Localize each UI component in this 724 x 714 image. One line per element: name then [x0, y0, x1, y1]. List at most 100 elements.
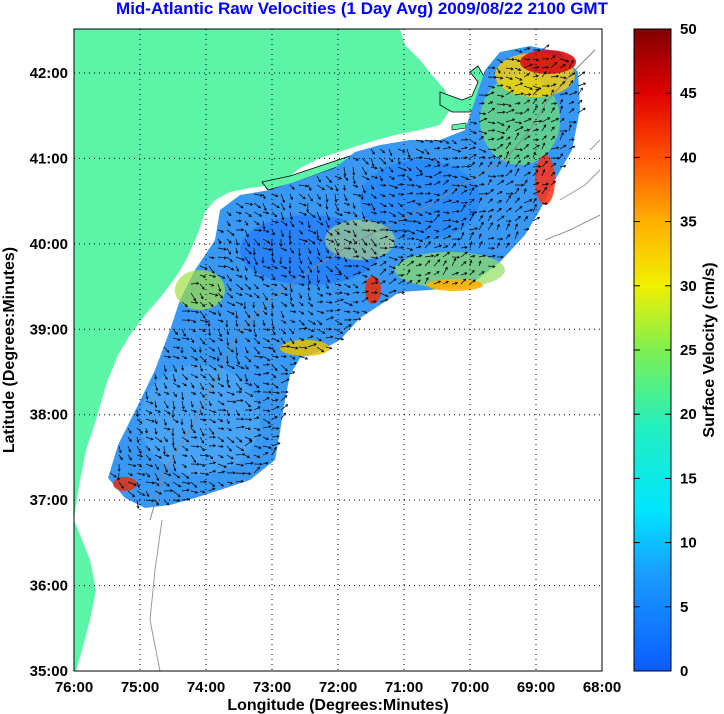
velocity-vector [442, 157, 449, 160]
velocity-vector-head [507, 223, 510, 227]
velocity-vector-head [365, 259, 369, 263]
velocity-vector-head [231, 232, 235, 236]
velocity-vector-head [508, 194, 512, 199]
speed-patch [480, 75, 560, 165]
land-mass [74, 29, 450, 510]
velocity-vector-head [225, 324, 229, 328]
velocity-vector-head [231, 366, 236, 369]
velocity-vector [316, 319, 322, 325]
velocity-vector [541, 124, 546, 132]
velocity-vector-head [218, 240, 222, 244]
velocity-vector-head [250, 461, 254, 465]
velocity-vector [370, 238, 377, 247]
velocity-vector-head [464, 185, 468, 188]
velocity-vector-head [284, 293, 288, 296]
colorbar-tick-label: 10 [680, 535, 697, 552]
velocity-vector [451, 272, 459, 276]
velocity-vector-head [407, 154, 411, 159]
velocity-vector-head [259, 213, 263, 217]
velocity-vector [145, 463, 153, 467]
velocity-vector [397, 157, 401, 165]
velocity-vector-head [246, 455, 251, 458]
velocity-vector-head [256, 295, 260, 299]
velocity-vector [244, 292, 253, 297]
velocity-vector-head [479, 197, 483, 201]
velocity-vector [262, 193, 266, 199]
velocity-vector-head [156, 466, 159, 471]
velocity-vector-head [535, 74, 539, 78]
velocity-vector-head [382, 220, 387, 224]
velocity-vector [235, 310, 238, 319]
velocity-vector-head [394, 221, 398, 225]
velocity-vector-head [354, 222, 357, 226]
velocity-vector-head [144, 430, 148, 434]
velocity-vector-head [187, 309, 191, 313]
velocity-vector-head [363, 280, 368, 284]
velocity-vector-head [258, 400, 262, 404]
velocity-vector-head [248, 286, 252, 290]
velocity-vector-head [221, 384, 225, 388]
velocity-vector [406, 269, 411, 276]
velocity-vector-head [499, 60, 504, 64]
velocity-vector-head [526, 73, 530, 77]
velocity-vector-head [457, 237, 461, 241]
velocity-vector [352, 202, 356, 209]
velocity-vector-head [260, 355, 264, 359]
velocity-vector [469, 241, 472, 249]
velocity-vector-head [563, 76, 567, 80]
velocity-vector-head [205, 454, 210, 458]
velocity-vector [514, 231, 519, 240]
velocity-vector [145, 409, 152, 414]
velocity-vector [541, 202, 548, 205]
velocity-vector-head [164, 385, 168, 390]
velocity-vector-head [213, 410, 217, 414]
velocity-vector-head [154, 405, 158, 409]
velocity-vector [460, 261, 467, 267]
velocity-vector-head [516, 154, 520, 158]
velocity-vector [145, 436, 154, 440]
velocity-vector [433, 229, 439, 233]
velocity-vector-head [173, 468, 177, 472]
velocity-vector-head [377, 220, 381, 224]
velocity-vector [217, 301, 223, 307]
velocity-vector [352, 157, 359, 161]
velocity-vector [280, 292, 288, 296]
velocity-vector [334, 229, 340, 235]
velocity-vector-head [176, 356, 180, 360]
velocity-vector [244, 427, 251, 430]
velocity-vector [568, 124, 572, 132]
velocity-vector-head [348, 318, 352, 322]
velocity-vector [424, 183, 432, 186]
velocity-vector-head [211, 348, 216, 352]
velocity-vector-head [244, 277, 248, 281]
velocity-vector-head [526, 128, 531, 132]
velocity-vector-head [202, 304, 206, 307]
velocity-vector-head [355, 285, 359, 289]
velocity-vector-head [508, 86, 512, 89]
velocity-vector [523, 199, 533, 204]
velocity-vector [397, 148, 406, 153]
velocity-vector-head [274, 416, 278, 420]
velocity-vector-head [200, 296, 204, 300]
velocity-vector [316, 193, 321, 200]
velocity-vector [154, 481, 160, 486]
velocity-vector-head [448, 199, 452, 203]
velocity-vector [577, 99, 583, 105]
velocity-vector-head [139, 454, 143, 458]
velocity-vector [424, 255, 434, 258]
velocity-vector [541, 117, 550, 123]
velocity-vector-head [158, 491, 163, 495]
velocity-vector-head [217, 377, 221, 382]
velocity-vector [253, 238, 260, 246]
velocity-vector-head [339, 213, 343, 217]
velocity-vector-head [236, 268, 239, 272]
velocity-vector-head [542, 169, 546, 173]
velocity-vector [280, 355, 287, 358]
velocity-vector-head [299, 261, 303, 265]
velocity-vector [469, 146, 476, 150]
velocity-vector [505, 103, 512, 107]
velocity-vector-head [320, 222, 324, 226]
velocity-vector [280, 378, 290, 384]
velocity-vector [343, 211, 351, 214]
velocity-vector-head [545, 182, 550, 186]
